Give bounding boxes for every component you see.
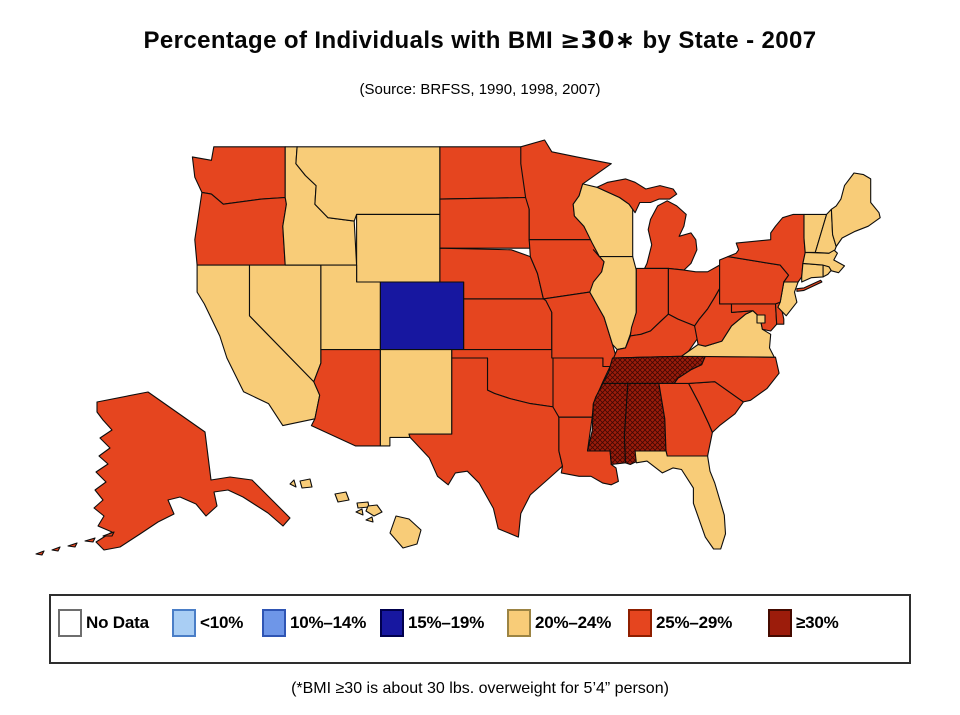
state-FL (634, 450, 727, 550)
title-bmi-threshold: ≥30∗ (560, 26, 636, 54)
legend-swatch-b25_29 (628, 609, 652, 637)
state-NM (379, 349, 453, 447)
state-AK (93, 391, 291, 551)
state-HI (355, 508, 364, 516)
state-NY (796, 279, 823, 292)
state-HI (299, 478, 313, 489)
state-NC (673, 355, 780, 403)
legend-swatch-b15_19 (380, 609, 404, 637)
source-subtitle: (Source: BRFSS, 1990, 1998, 2007) (359, 81, 601, 98)
legend-item-lt10: <10% (172, 609, 243, 637)
state-SD (439, 196, 531, 249)
footnote: (*BMI ≥30 is about 30 lbs. overweight fo… (291, 680, 669, 697)
state-AK (35, 550, 45, 556)
state-AK (84, 537, 96, 543)
legend-swatch-lt10 (172, 609, 196, 637)
state-AZ (310, 349, 381, 447)
legend-swatch-no_data (58, 609, 82, 637)
state-HI (289, 479, 297, 488)
legend-label-ge30: ≥30% (796, 613, 839, 632)
state-KS (463, 298, 553, 351)
legend-label-b20_24: 20%–24% (535, 613, 612, 632)
title-prefix: Percentage of Individuals with BMI (143, 27, 561, 54)
state-MI (596, 178, 678, 214)
legend-swatch-b20_24 (507, 609, 531, 637)
page-title: Percentage of Individuals with BMI ≥30∗ … (0, 26, 960, 55)
state-AK (67, 542, 78, 548)
state-HI (389, 515, 422, 549)
state-VT (803, 213, 828, 253)
legend-item-ge30: ≥30% (768, 609, 839, 637)
legend: No Data <10% 10%–14% 15%–19% 20%–24% 25%–29% ≥… (49, 594, 911, 664)
legend-item-no_data: No Data (58, 609, 149, 637)
state-KY (613, 313, 699, 359)
state-WY (356, 213, 441, 283)
state-CO (379, 281, 465, 351)
state-TX (408, 357, 564, 538)
legend-item-b25_29: 25%–29% (628, 609, 732, 637)
state-HI (365, 504, 383, 517)
state-CT (801, 262, 824, 283)
legend-label-b25_29: 25%–29% (656, 613, 733, 632)
legend-item-b10_14: 10%–14% (262, 609, 366, 637)
state-AK (102, 531, 115, 537)
states-layer (35, 139, 881, 556)
title-suffix: by State - 2007 (635, 27, 817, 54)
state-DC (756, 314, 766, 324)
legend-item-b20_24: 20%–24% (507, 609, 611, 637)
us-choropleth-map (35, 139, 881, 556)
state-AK (51, 546, 61, 552)
legend-label-lt10: <10% (200, 613, 244, 632)
state-HI (334, 491, 350, 503)
legend-label-b15_19: 15%–19% (408, 613, 485, 632)
legend-swatch-ge30 (768, 609, 792, 637)
legend-swatch-b10_14 (262, 609, 286, 637)
state-ND (439, 146, 529, 200)
legend-item-b15_19: 15%–19% (380, 609, 484, 637)
state-MI (644, 200, 698, 271)
state-HI (365, 516, 374, 523)
legend-label-b10_14: 10%–14% (290, 613, 367, 632)
state-OR (194, 191, 287, 266)
state-ME (830, 172, 881, 248)
legend-label-no_data: No Data (86, 613, 149, 632)
